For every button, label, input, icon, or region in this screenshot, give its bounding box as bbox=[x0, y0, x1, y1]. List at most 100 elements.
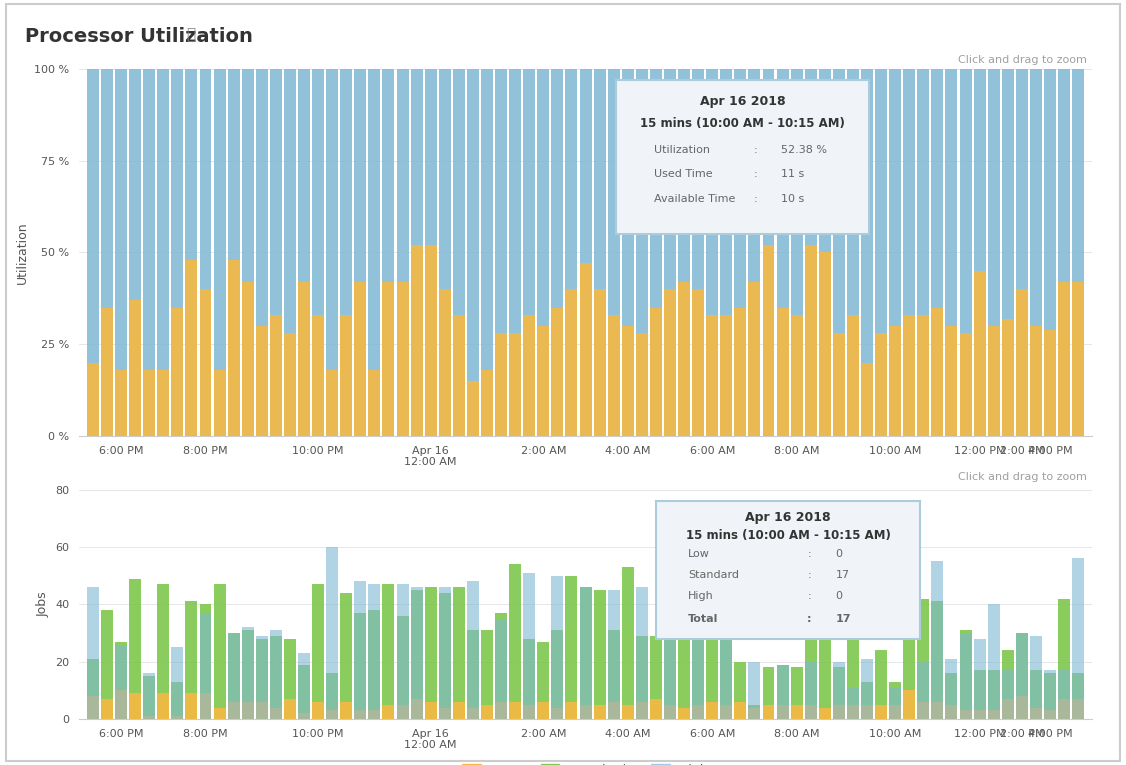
Bar bbox=[875, 334, 887, 436]
Bar bbox=[1002, 670, 1013, 719]
Bar bbox=[861, 705, 873, 719]
Bar bbox=[509, 565, 521, 719]
Bar bbox=[467, 581, 479, 719]
Bar bbox=[171, 308, 184, 436]
Bar bbox=[242, 282, 253, 436]
Bar bbox=[340, 702, 352, 719]
Bar bbox=[101, 610, 113, 719]
Bar bbox=[509, 702, 521, 719]
Bar bbox=[903, 633, 915, 719]
Bar bbox=[636, 702, 647, 719]
Bar bbox=[1030, 326, 1042, 436]
Bar bbox=[396, 616, 409, 719]
Bar bbox=[847, 69, 859, 436]
Bar bbox=[524, 69, 535, 436]
Bar bbox=[890, 326, 901, 436]
Bar bbox=[580, 69, 591, 436]
Bar bbox=[946, 673, 957, 719]
Bar bbox=[171, 69, 184, 436]
Bar bbox=[298, 282, 310, 436]
Bar bbox=[861, 659, 873, 719]
Bar bbox=[1058, 282, 1070, 436]
Bar bbox=[721, 705, 732, 719]
Bar bbox=[1044, 673, 1056, 719]
Bar bbox=[284, 69, 296, 436]
Bar bbox=[565, 702, 578, 719]
Bar bbox=[256, 639, 268, 719]
Bar bbox=[931, 308, 944, 436]
Bar bbox=[833, 662, 844, 719]
Bar bbox=[312, 315, 324, 436]
Bar bbox=[524, 705, 535, 719]
Bar bbox=[959, 633, 972, 719]
Bar bbox=[524, 315, 535, 436]
Bar bbox=[819, 69, 831, 436]
Bar bbox=[580, 588, 591, 719]
Bar bbox=[833, 667, 844, 719]
Bar bbox=[383, 69, 394, 436]
Bar bbox=[425, 245, 437, 436]
Bar bbox=[552, 69, 563, 436]
Bar bbox=[650, 636, 662, 719]
Bar bbox=[298, 69, 310, 436]
Bar bbox=[1072, 673, 1084, 719]
Bar bbox=[790, 705, 803, 719]
Bar bbox=[340, 593, 352, 719]
Bar bbox=[495, 613, 507, 719]
Bar bbox=[974, 711, 985, 719]
Bar bbox=[847, 315, 859, 436]
Bar bbox=[692, 69, 704, 436]
Bar bbox=[762, 245, 775, 436]
Bar bbox=[355, 711, 366, 719]
Bar bbox=[903, 69, 915, 436]
Bar bbox=[199, 69, 212, 436]
Bar bbox=[158, 584, 169, 719]
Bar bbox=[227, 633, 240, 719]
Bar bbox=[242, 627, 253, 719]
Bar bbox=[171, 716, 184, 719]
Bar bbox=[327, 69, 338, 436]
Bar bbox=[678, 578, 690, 719]
Bar bbox=[327, 711, 338, 719]
Bar bbox=[959, 334, 972, 436]
Bar bbox=[355, 581, 366, 719]
Bar bbox=[664, 627, 676, 719]
Bar bbox=[1002, 318, 1013, 436]
Bar bbox=[988, 69, 1000, 436]
Bar bbox=[411, 69, 422, 436]
Bar bbox=[411, 588, 422, 719]
Bar bbox=[411, 590, 422, 719]
Bar bbox=[890, 688, 901, 719]
Bar bbox=[214, 69, 225, 436]
Bar bbox=[861, 682, 873, 719]
Bar bbox=[749, 69, 760, 436]
Bar bbox=[214, 584, 225, 719]
Bar bbox=[819, 252, 831, 436]
Bar bbox=[777, 665, 788, 719]
Bar bbox=[214, 708, 225, 719]
Bar bbox=[678, 282, 690, 436]
Bar bbox=[890, 682, 901, 719]
Bar bbox=[143, 69, 155, 436]
Bar bbox=[931, 562, 944, 719]
Text: Click and drag to zoom: Click and drag to zoom bbox=[958, 471, 1088, 482]
Bar bbox=[749, 705, 760, 719]
Bar bbox=[946, 659, 957, 719]
Bar bbox=[368, 370, 381, 436]
Bar bbox=[256, 702, 268, 719]
Bar bbox=[974, 69, 985, 436]
Bar bbox=[1002, 650, 1013, 719]
Bar bbox=[439, 593, 450, 719]
Bar bbox=[524, 639, 535, 719]
Bar bbox=[622, 326, 634, 436]
Bar bbox=[918, 598, 929, 719]
Bar bbox=[706, 702, 718, 719]
Bar bbox=[537, 69, 549, 436]
Bar bbox=[692, 705, 704, 719]
Legend: Available, In Use: Available, In Use bbox=[491, 487, 680, 510]
Bar bbox=[101, 308, 113, 436]
Bar bbox=[143, 673, 155, 719]
Bar bbox=[1016, 69, 1028, 436]
Bar bbox=[1044, 330, 1056, 436]
Bar bbox=[762, 667, 775, 719]
